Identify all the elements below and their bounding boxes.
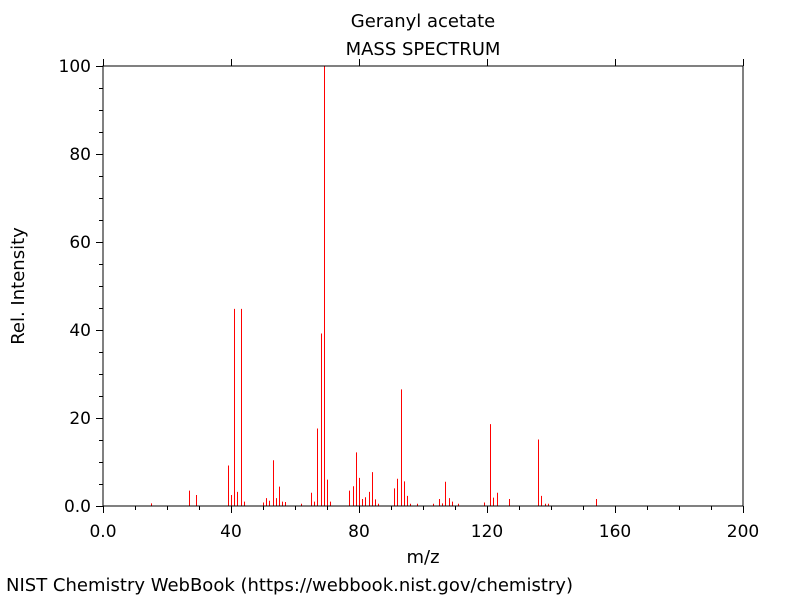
y-tick-label: 80: [69, 145, 91, 165]
y-tick-label: 20: [69, 409, 91, 429]
x-tick-label: 40: [220, 522, 242, 542]
x-axis-ticks: [103, 59, 744, 513]
x-axis-label: m/z: [406, 547, 439, 568]
x-tick-label: 80: [348, 522, 370, 542]
y-tick-label: 0.0: [64, 497, 91, 517]
peak-series: [151, 66, 597, 506]
x-tick-label: 0.0: [89, 522, 116, 542]
y-tick-label: 40: [69, 321, 91, 341]
y-tick-label: 100: [59, 57, 91, 77]
chart-subtitle: MASS SPECTRUM: [346, 39, 501, 60]
x-tick-label: 120: [471, 522, 503, 542]
y-axis-ticks: [96, 66, 103, 507]
plot-frame: [102, 65, 744, 507]
y-tick-label: 60: [69, 233, 91, 253]
x-tick-label: 160: [599, 522, 631, 542]
chart-title: Geranyl acetate: [351, 11, 495, 32]
source-credit: NIST Chemistry WebBook (https://webbook.…: [6, 575, 573, 596]
y-axis-label: Rel. Intensity: [8, 227, 29, 345]
y-axis-tick-labels: 0.0 20 40 60 80 100: [59, 57, 91, 517]
x-tick-label: 200: [727, 522, 759, 542]
x-axis-tick-labels: 0.0 40 80 120 160 200: [89, 522, 759, 542]
